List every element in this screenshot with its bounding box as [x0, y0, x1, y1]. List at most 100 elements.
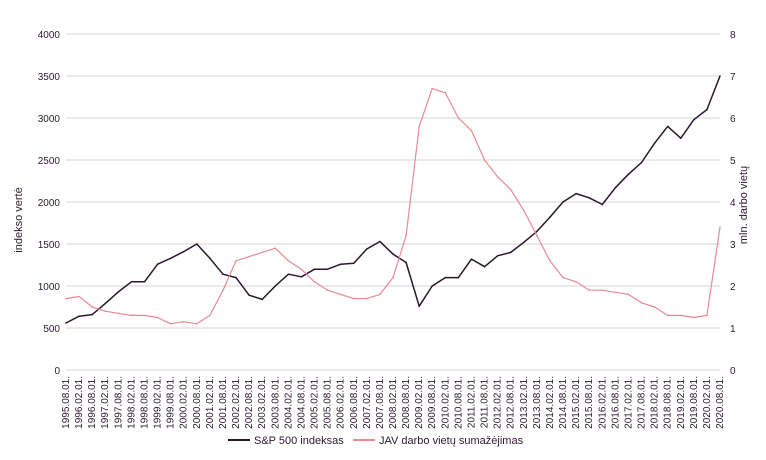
data-point — [326, 289, 329, 292]
data-point — [405, 234, 407, 237]
left-tick-label: 3000 — [38, 114, 61, 125]
right-tick-label: 0 — [730, 366, 736, 377]
x-tick-label: 2002.08.01. — [244, 376, 255, 429]
data-point — [274, 247, 277, 249]
data-point — [78, 295, 80, 298]
data-point — [679, 137, 682, 139]
data-point — [287, 260, 290, 262]
data-point — [693, 316, 695, 319]
data-point — [614, 186, 617, 189]
x-tick-label: 2013.02.01. — [519, 376, 530, 429]
x-tick-label: 2001.08.01. — [218, 376, 229, 429]
x-tick-label: 2015.08.01. — [584, 376, 595, 429]
data-point — [470, 129, 473, 132]
x-tick-label: 2000.08.01. — [192, 376, 203, 429]
data-point — [444, 276, 447, 279]
data-point — [274, 285, 277, 287]
data-point — [235, 276, 237, 279]
x-tick-label: 1999.02.01. — [153, 376, 164, 429]
x-tick-label: 2020.08.01. — [715, 376, 726, 429]
left-tick-label: 4000 — [38, 30, 61, 41]
data-point — [536, 230, 538, 233]
data-point — [601, 289, 604, 292]
x-tick-label: 1996.08.01. — [87, 376, 98, 429]
data-point — [562, 276, 564, 279]
data-point — [392, 253, 394, 255]
data-point — [300, 275, 303, 278]
data-point — [693, 118, 695, 121]
data-point — [588, 289, 590, 292]
x-tick-label: 2004.08.01. — [296, 376, 307, 429]
x-tick-label: 2014.02.01. — [545, 376, 556, 429]
data-point — [470, 258, 473, 260]
data-point — [130, 314, 133, 317]
data-point — [640, 302, 643, 304]
x-tick-label: 2005.08.01. — [323, 376, 334, 429]
x-tick-label: 2003.08.01. — [270, 376, 281, 429]
legend-label-sp500: S&P 500 indeksas — [254, 435, 344, 447]
x-tick-label: 2019.02.01. — [676, 376, 687, 429]
x-tick-label: 1997.02.01. — [100, 376, 111, 429]
data-point — [706, 108, 708, 111]
left-tick-label: 0 — [54, 366, 60, 377]
data-point — [431, 285, 434, 287]
data-point — [65, 322, 67, 324]
data-point — [117, 291, 120, 293]
x-tick-label: 2000.02.01. — [179, 376, 190, 429]
x-tick-label: 1996.02.01. — [74, 376, 85, 429]
data-point — [679, 314, 682, 317]
data-point — [496, 176, 499, 178]
data-point — [457, 276, 460, 279]
data-point — [523, 241, 525, 244]
data-point — [209, 314, 211, 317]
data-point — [169, 323, 172, 325]
right-axis-title: mln. darbo vietų — [738, 166, 750, 244]
data-point — [549, 260, 551, 262]
left-axis-title: indekso vertė — [13, 187, 25, 252]
left-axis-ticks: 0 500 1000 1500 2000 2500 3000 3500 4000 — [38, 30, 61, 377]
data-point — [130, 281, 133, 283]
x-tick-label: 2004.02.01. — [283, 376, 294, 429]
data-point — [627, 173, 630, 176]
data-point — [352, 262, 355, 265]
x-tick-label: 2020.02.01. — [702, 376, 713, 429]
data-point — [156, 263, 159, 265]
data-point — [496, 254, 499, 257]
data-point — [104, 302, 107, 305]
data-point — [91, 306, 93, 308]
x-tick-label: 2006.08.01. — [349, 376, 360, 429]
x-tick-label: 1995.08.01. — [61, 376, 72, 429]
left-tick-label: 500 — [43, 324, 60, 335]
data-point — [666, 314, 669, 317]
right-tick-label: 7 — [730, 72, 736, 83]
x-tick-label: 2010.08.01. — [453, 376, 464, 429]
data-point — [549, 216, 551, 218]
data-point — [418, 305, 420, 307]
data-point — [248, 294, 250, 297]
data-point — [706, 314, 708, 317]
data-point — [196, 243, 198, 245]
x-tick-label: 2019.08.01. — [689, 376, 700, 429]
right-tick-label: 5 — [730, 156, 736, 167]
data-point — [366, 297, 368, 300]
right-tick-label: 4 — [730, 198, 736, 209]
data-point — [248, 255, 250, 258]
right-tick-label: 6 — [730, 114, 736, 125]
data-point — [601, 203, 604, 206]
data-point — [457, 117, 460, 119]
data-point — [719, 75, 721, 77]
x-tick-label: 2016.08.01. — [610, 376, 621, 429]
right-tick-label: 3 — [730, 240, 736, 251]
series-line-job-losses — [65, 87, 721, 325]
x-tick-label: 1998.02.01. — [126, 376, 137, 429]
x-tick-label: 2008.02.01. — [388, 376, 399, 429]
data-point — [287, 273, 290, 276]
x-tick-label: 2012.02.01. — [493, 376, 504, 429]
right-tick-label: 1 — [730, 324, 736, 335]
data-point — [653, 142, 656, 144]
data-point — [78, 315, 80, 318]
x-tick-label: 1998.08.01. — [139, 376, 150, 429]
x-tick-label: 2006.02.01. — [336, 376, 347, 429]
data-point — [261, 251, 264, 254]
